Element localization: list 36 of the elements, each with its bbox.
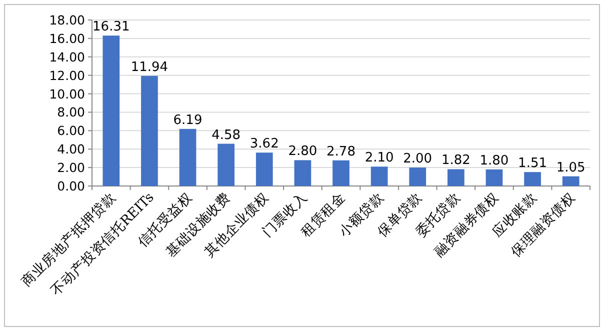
data-label: 1.82 (441, 153, 470, 168)
y-tick-label: 8.00 (57, 104, 86, 120)
bar (447, 169, 464, 186)
y-tick-label: 2.00 (57, 160, 86, 176)
bar (102, 36, 120, 186)
y-tick-label: 4.00 (57, 142, 86, 157)
y-tick-label: 16.00 (49, 30, 86, 46)
data-label: 1.51 (518, 156, 548, 172)
y-tick-label: 10.00 (49, 86, 86, 102)
bar (179, 128, 196, 186)
data-label: 2.78 (326, 144, 356, 160)
bar (256, 152, 273, 186)
data-label: 11.94 (130, 60, 168, 75)
data-label: 6.19 (173, 112, 202, 128)
bar (486, 169, 503, 186)
data-label: 1.80 (480, 153, 509, 168)
bar (332, 160, 350, 186)
bar (562, 176, 580, 186)
data-label: 2.10 (364, 150, 394, 166)
y-tick-label: 18.00 (49, 12, 86, 28)
bar (218, 144, 235, 186)
y-tick-label: 12.00 (49, 68, 86, 83)
bar (370, 166, 388, 186)
data-label: 2.80 (288, 144, 318, 160)
data-label: 16.31 (92, 20, 130, 35)
y-tick-label: 14.00 (49, 49, 86, 64)
bar (141, 76, 158, 186)
y-tick-label: 0.00 (57, 178, 86, 194)
y-tick-label: 6.00 (57, 123, 86, 138)
bar (524, 172, 541, 186)
data-label: 3.62 (250, 136, 279, 152)
bar (294, 160, 312, 186)
data-label: 1.05 (556, 160, 586, 176)
data-label: 4.58 (212, 128, 241, 143)
data-label: 2.00 (403, 152, 432, 167)
bar (409, 168, 426, 186)
